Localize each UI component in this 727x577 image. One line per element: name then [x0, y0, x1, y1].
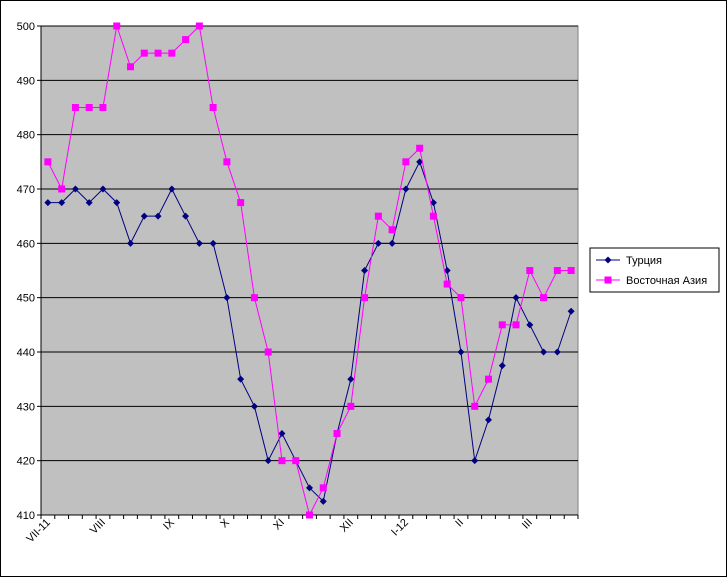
marker	[168, 185, 176, 193]
marker	[58, 199, 66, 207]
marker	[278, 457, 286, 465]
y-tick-label: 490	[17, 75, 35, 87]
marker	[416, 158, 424, 166]
y-tick-label: 500	[17, 21, 35, 33]
marker	[361, 267, 369, 274]
marker	[71, 104, 79, 111]
marker	[223, 158, 231, 166]
marker	[209, 104, 217, 111]
marker	[278, 430, 286, 437]
marker	[457, 294, 465, 302]
marker	[140, 49, 148, 57]
marker	[457, 348, 465, 356]
marker	[306, 511, 313, 519]
marker	[127, 63, 134, 71]
marker	[485, 416, 492, 424]
marker	[471, 402, 479, 410]
marker	[113, 22, 121, 30]
marker	[498, 321, 506, 329]
marker	[195, 239, 203, 247]
y-tick-label: 480	[17, 130, 35, 142]
marker	[471, 457, 479, 465]
marker	[154, 49, 162, 57]
marker	[319, 484, 327, 492]
marker	[526, 321, 534, 329]
marker	[264, 348, 272, 356]
marker	[209, 239, 217, 247]
marker	[154, 212, 162, 220]
legend-label: Восточная Азия	[626, 275, 707, 287]
marker	[250, 294, 258, 302]
marker	[485, 375, 492, 383]
marker	[237, 375, 245, 383]
marker	[250, 402, 258, 410]
marker	[237, 199, 245, 207]
marker	[182, 36, 190, 44]
y-tick-label: 440	[17, 347, 35, 359]
legend-box	[589, 247, 720, 293]
marker	[374, 212, 382, 220]
marker	[512, 321, 520, 329]
marker	[292, 457, 300, 465]
marker	[553, 348, 561, 356]
marker	[71, 185, 79, 193]
marker	[306, 484, 313, 492]
marker	[553, 267, 561, 274]
legend-marker	[604, 276, 612, 284]
legend-label: Турция	[626, 255, 662, 267]
marker	[374, 239, 382, 247]
marker	[567, 267, 575, 274]
marker	[85, 104, 93, 111]
marker	[429, 199, 437, 207]
marker	[140, 212, 148, 220]
y-tick-label: 450	[17, 293, 35, 305]
y-tick-label: 470	[17, 184, 35, 196]
marker	[347, 402, 355, 410]
marker	[44, 199, 52, 207]
plot-area	[40, 25, 579, 516]
marker	[319, 497, 327, 505]
marker	[498, 362, 506, 370]
y-tick-label: 420	[17, 456, 35, 468]
marker	[443, 280, 451, 288]
marker	[58, 185, 66, 193]
marker	[540, 294, 548, 302]
marker	[182, 212, 190, 220]
marker	[168, 49, 176, 57]
y-tick-label: 460	[17, 238, 35, 250]
legend-marker	[604, 256, 612, 264]
y-tick-label: 430	[17, 401, 35, 413]
marker	[388, 239, 396, 247]
marker	[127, 239, 134, 247]
marker	[429, 212, 437, 220]
marker	[361, 294, 369, 302]
marker	[540, 348, 548, 356]
marker	[333, 430, 341, 437]
marker	[44, 158, 52, 166]
marker	[99, 185, 107, 193]
marker	[402, 158, 410, 166]
marker	[388, 226, 396, 234]
marker	[99, 104, 107, 111]
marker	[347, 375, 355, 383]
marker	[416, 144, 424, 152]
marker	[567, 307, 575, 315]
marker	[512, 294, 520, 302]
marker	[402, 185, 410, 193]
marker	[223, 294, 231, 302]
marker	[526, 267, 534, 274]
marker	[113, 199, 121, 207]
marker	[264, 457, 272, 465]
marker	[443, 267, 451, 274]
marker	[195, 22, 203, 30]
y-tick-label: 410	[17, 510, 35, 522]
marker	[85, 199, 93, 207]
